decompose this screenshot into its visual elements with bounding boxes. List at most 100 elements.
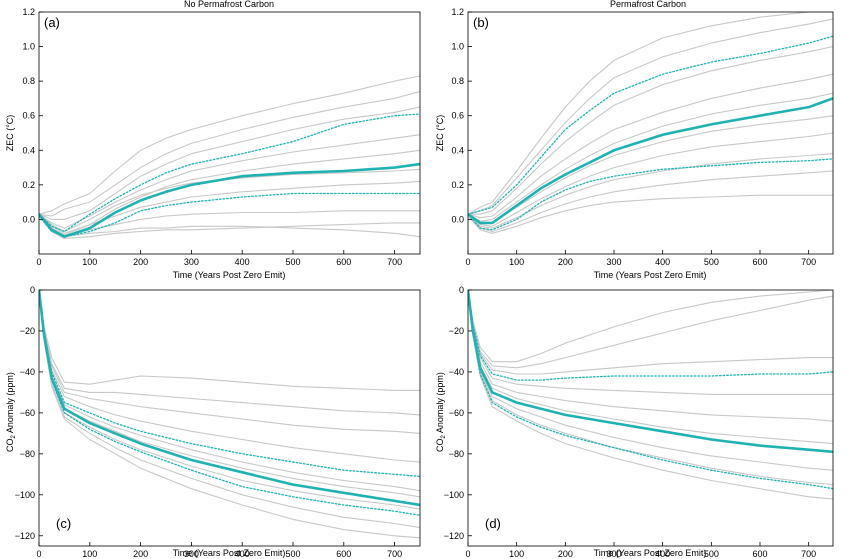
panel-b-ensemble-line-4 <box>468 18 833 215</box>
panel-d-x-tick-label: 600 <box>752 549 767 559</box>
panel-a-bound-line-2 <box>39 192 420 238</box>
panel-a-y-tick-label: 0.0 <box>22 214 35 224</box>
panel-d-series <box>468 290 833 500</box>
panel-a-y-tick-label: 0.4 <box>22 145 35 155</box>
panel-a-x-tick-label: 500 <box>285 257 300 267</box>
panel-b-title: Permafrost Carbon <box>610 0 686 9</box>
panel-a-ensemble-line-9 <box>39 180 420 236</box>
panel-c-x-label: Time (Years Post Zero Emit) <box>173 548 286 558</box>
panel-d-bound-line-2 <box>468 290 833 490</box>
panel-b-series <box>468 12 833 234</box>
panel-d-y-tick-label: −100 <box>444 490 464 500</box>
panel-d-y-tick-label: −80 <box>449 449 464 459</box>
panel-d-x-tick-label: 500 <box>704 549 719 559</box>
panel-c-y-tick-label: −60 <box>20 408 35 418</box>
panel-b-y-tick-label: 0.6 <box>451 111 464 121</box>
panel-c-ensemble-line-5 <box>39 290 420 434</box>
panel-a-y-tick-label: 0.2 <box>22 180 35 190</box>
panel-a-frame <box>38 11 421 255</box>
panel-c-x-tick-label: 100 <box>82 549 97 559</box>
panel-d-ensemble-line-6 <box>468 290 833 395</box>
panel-a-ensemble-line-11 <box>39 215 420 238</box>
panel-c-x-tick-label: 700 <box>387 549 402 559</box>
panel-d-bound-line-1 <box>468 290 833 381</box>
panel-a-x-tick-label: 0 <box>36 257 41 267</box>
panel-d: −120 −100 −80 −60 −40 −20 0 0 100 200 300 400 500 60… <box>435 285 834 559</box>
panel-b-y-tick-label: 0.0 <box>451 214 464 224</box>
panel-d-x-tick-label: 100 <box>509 549 524 559</box>
panel-d-y-ticks: −120 −100 −80 −60 −40 −20 0 <box>444 285 472 541</box>
panel-b-x-tick-label: 500 <box>704 257 719 267</box>
panel-b-ensemble-line-5 <box>468 46 833 215</box>
panel-b-ensemble-line-6 <box>468 73 833 219</box>
panel-b-ensemble-line-10 <box>468 153 833 229</box>
panel-b-x-label: Time (Years Post Zero Emit) <box>594 270 707 280</box>
panel-c-y-tick-label: −20 <box>20 326 35 336</box>
panel-d-y-tick-label: −60 <box>449 408 464 418</box>
panel-a-ensemble-line-6 <box>39 134 420 229</box>
panel-b-ensemble-line-3 <box>468 12 833 215</box>
panel-a-x-label: Time (Years Post Zero Emit) <box>173 270 286 280</box>
panel-d-ensemble-line-3 <box>468 290 833 363</box>
panel-a: No Permafrost Carbon 0.0 0.2 0.4 0.6 0.8 1.0 1… <box>5 0 421 280</box>
panel-b-y-tick-label: 1.0 <box>451 42 464 52</box>
panel-c-median-line-0 <box>39 290 420 507</box>
panel-c-ensemble-line-11 <box>39 290 420 539</box>
panel-c-x-tick-label: 600 <box>336 549 351 559</box>
panel-c-frame <box>38 289 421 547</box>
panel-c-y-label: CO2 Anomaly (ppm) <box>5 372 17 452</box>
panel-a-y-ticks: 0.0 0.2 0.4 0.6 0.8 1.0 1.2 <box>22 7 43 224</box>
panel-a-x-tick-label: 700 <box>387 257 402 267</box>
panel-c-y-tick-label: −80 <box>20 449 35 459</box>
panel-b-x-tick-label: 600 <box>752 257 767 267</box>
panel-d-x-tick-label: 0 <box>465 549 470 559</box>
panel-a-y-tick-label: 0.6 <box>22 111 35 121</box>
panel-a-x-tick-label: 200 <box>133 257 148 267</box>
panel-a-median-line-0 <box>39 162 420 238</box>
panel-a-x-tick-label: 300 <box>184 257 199 267</box>
panel-a-bound-line-1 <box>39 113 420 233</box>
panel-c-y-tick-label: −40 <box>20 367 35 377</box>
panel-a-y-tick-label: 1.0 <box>22 42 35 52</box>
panel-a-x-tick-label: 600 <box>336 257 351 267</box>
panel-c-ensemble-line-3 <box>39 290 420 391</box>
panel-c-x-tick-label: 300 <box>184 549 199 559</box>
panel-d-x-tick-label: 200 <box>558 549 573 559</box>
panel-a-x-ticks: 0 100 200 300 400 500 600 700 <box>36 250 402 267</box>
panel-d-x-label: Time (Years Post Zero Emit) <box>594 548 707 558</box>
panel-c-y-ticks: −120 −100 −80 −60 −40 −20 0 <box>15 285 43 541</box>
panel-c-bound-line-2 <box>39 290 420 516</box>
panel-b-y-label: ZEC (°C) <box>435 115 445 152</box>
panel-b-y-tick-label: 0.4 <box>451 145 464 155</box>
panel-b-ensemble-line-11 <box>468 170 833 233</box>
panel-a-label: (a) <box>44 15 60 30</box>
panel-d-y-label: CO2 Anomaly (ppm) <box>435 372 447 452</box>
panel-d-ensemble-line-11 <box>468 290 833 500</box>
panel-b-x-tick-label: 100 <box>509 257 524 267</box>
panel-c-x-tick-label: 500 <box>285 549 300 559</box>
panel-b-label: (b) <box>473 15 489 30</box>
panel-a-ensemble-line-5 <box>39 106 420 220</box>
panel-b: Permafrost Carbon 0.00.20.40.60.81.01.2 … <box>435 0 834 280</box>
panel-b-y-tick-label: 0.2 <box>451 180 464 190</box>
panel-b-x-ticks: 0 100 200 300 400 500 600 700 <box>465 250 816 267</box>
panel-a-series <box>39 75 420 239</box>
panel-a-title: No Permafrost Carbon <box>184 0 274 9</box>
panel-d-label: (d) <box>485 516 501 531</box>
panel-a-ensemble-line-4 <box>39 90 420 217</box>
panel-a-ensemble-line-8 <box>39 168 420 233</box>
panel-c-ensemble-line-7 <box>39 290 420 492</box>
panel-a-x-tick-label: 100 <box>82 257 97 267</box>
panel-c-y-tick-label: 0 <box>30 285 35 295</box>
panel-b-x-tick-label: 700 <box>801 257 816 267</box>
panel-c-y-tick-label: −100 <box>15 490 35 500</box>
panel-d-y-tick-label: −40 <box>449 367 464 377</box>
panel-a-ensemble-line-12 <box>39 215 420 239</box>
panel-b-ensemble-line-12 <box>468 194 833 234</box>
panel-c-x-ticks: 0 100 200 300 400 500 600 700 <box>36 542 402 559</box>
panel-c-x-tick-label: 200 <box>133 549 148 559</box>
panel-b-x-tick-label: 0 <box>465 257 470 267</box>
panel-c-y-tick-label: −120 <box>15 531 35 541</box>
panel-b-y-tick-label: 0.8 <box>451 76 464 86</box>
